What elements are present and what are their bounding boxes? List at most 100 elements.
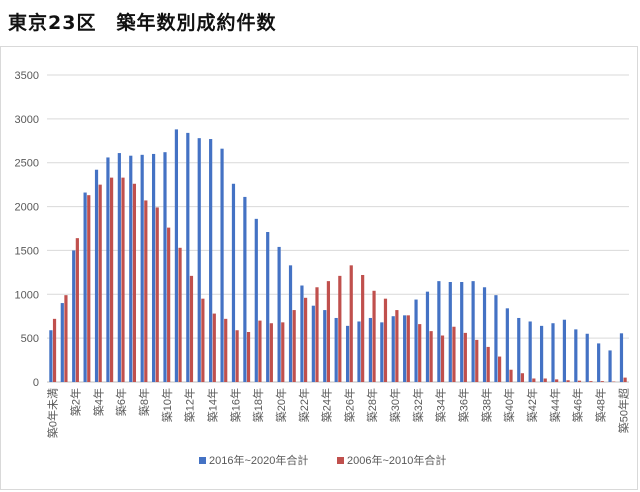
bar-series2-48 — [600, 381, 604, 382]
bar-series2-25 — [338, 275, 342, 382]
bar-chart: 0500100015002000250030003500築0年未満 築2年 築4年築… — [15, 70, 631, 467]
bar-series1-26 — [345, 325, 350, 382]
bar-series1-24 — [323, 310, 327, 382]
bar-series1-48 — [597, 343, 601, 382]
bar-series2-18 — [258, 320, 262, 382]
bar-series2-26 — [349, 265, 353, 382]
bar-series2-1 — [64, 295, 68, 382]
x-tick-label: 築30年 — [388, 388, 402, 422]
bar-series1-32 — [414, 299, 418, 382]
bar-series1-20 — [277, 246, 281, 382]
bar-series2-5 — [109, 177, 114, 382]
x-tick-label: 築10年 — [160, 388, 174, 422]
bar-series1-39 — [494, 295, 498, 382]
bar-series1-42 — [528, 321, 532, 382]
bar-series1-22 — [300, 285, 304, 382]
bar-series2-28 — [372, 290, 376, 382]
bar-series1-23 — [311, 305, 315, 382]
bar-series2-10 — [167, 227, 171, 382]
chart-frame: 0 500 1000 1500 2000 2500 3000 3500 築0年未満 築2年 築4年築… — [0, 46, 638, 490]
bar-series2-45 — [566, 380, 570, 382]
bar-series1-49 — [608, 350, 612, 382]
bar-series1-15 — [220, 148, 224, 382]
y-tick-label: 1500 — [15, 245, 39, 257]
bar-series1-30 — [391, 316, 395, 382]
bar-series1-11 — [174, 129, 179, 382]
bar-series1-44 — [551, 323, 555, 382]
x-tick-label: 築36年 — [457, 388, 471, 422]
bar-series1-18 — [254, 218, 258, 382]
y-tick-label: 1000 — [15, 289, 39, 301]
bar-series2-50 — [623, 377, 627, 382]
x-tick-label: 築38年 — [479, 388, 493, 422]
bar-series2-47 — [589, 381, 593, 382]
x-tick-label: 築2年 — [69, 388, 83, 416]
bar-series1-34 — [437, 281, 441, 382]
bar-series1-50 — [619, 333, 624, 382]
bar-series2-33 — [429, 331, 433, 382]
bar-series1-31 — [403, 315, 407, 382]
x-tick-label: 築32年 — [411, 388, 425, 422]
bar-series1-9 — [151, 153, 156, 382]
bar-series1-6 — [117, 153, 121, 382]
x-tick-label: 築28年 — [365, 388, 379, 422]
bar-series2-22 — [303, 297, 308, 382]
bar-series1-2 — [72, 250, 76, 382]
bar-series1-14 — [209, 139, 213, 382]
bar-series2-8 — [144, 200, 148, 382]
bar-series2-41 — [520, 373, 525, 382]
x-tick-label: 築48年 — [593, 388, 607, 422]
x-tick-label: 築18年 — [251, 388, 265, 422]
bar-series2-36 — [463, 332, 467, 382]
x-tick-label: 築26年 — [342, 388, 356, 422]
bar-series1-35 — [448, 282, 452, 382]
bar-series2-12 — [189, 275, 194, 382]
bar-series1-27 — [357, 321, 361, 382]
y-tick-label: 0 — [33, 377, 39, 389]
bar-series2-31 — [406, 315, 410, 382]
y-tick-label: 500 — [21, 333, 39, 345]
bar-series1-25 — [334, 317, 338, 382]
x-tick-label: 築4年 — [91, 388, 105, 416]
bar-series1-0 — [49, 330, 53, 382]
bar-series1-1 — [60, 303, 64, 382]
x-tick-label: 築40年 — [502, 388, 516, 422]
x-tick-label: 築8年 — [137, 388, 151, 416]
bar-series1-29 — [380, 322, 384, 382]
bar-series2-23 — [315, 287, 319, 382]
y-tick-label: 3000 — [15, 114, 39, 126]
bar-series1-46 — [574, 329, 578, 382]
bar-series2-6 — [121, 177, 125, 382]
bar-series2-20 — [281, 322, 285, 382]
y-tick-label: 3500 — [15, 70, 39, 82]
bar-series1-41 — [517, 317, 521, 382]
bar-series1-36 — [460, 282, 464, 382]
legend-series1-swatch — [199, 457, 206, 464]
bar-series2-21 — [292, 310, 296, 382]
bar-series2-37 — [475, 339, 479, 382]
bar-series2-32 — [418, 324, 422, 382]
bar-series2-39 — [497, 356, 502, 382]
bar-series2-4 — [98, 184, 102, 382]
bar-series2-14 — [212, 313, 216, 382]
bar-series1-7 — [129, 155, 133, 382]
bar-series2-15 — [224, 318, 228, 382]
bar-series1-28 — [368, 317, 373, 382]
x-tick-label: 築0年未満 — [46, 388, 60, 438]
bar-series2-38 — [486, 346, 490, 382]
legend-series1-label: 2016年~2020年合計 — [209, 453, 308, 467]
legend-series2-swatch — [337, 457, 344, 464]
bar-series1-21 — [288, 265, 293, 382]
bar-series1-17 — [243, 196, 247, 382]
bar-series2-27 — [361, 274, 365, 382]
bar-series2-35 — [452, 326, 456, 382]
y-tick-label: 2000 — [15, 202, 39, 214]
x-tick-label: 築50年超 — [616, 388, 630, 433]
bar-series2-16 — [235, 330, 239, 382]
bar-series2-7 — [132, 183, 137, 382]
x-tick-label: 築14年 — [205, 388, 219, 422]
bar-series1-8 — [140, 154, 144, 382]
bar-series1-40 — [505, 308, 509, 382]
bar-series2-44 — [555, 379, 559, 382]
bar-series1-4 — [94, 169, 99, 382]
